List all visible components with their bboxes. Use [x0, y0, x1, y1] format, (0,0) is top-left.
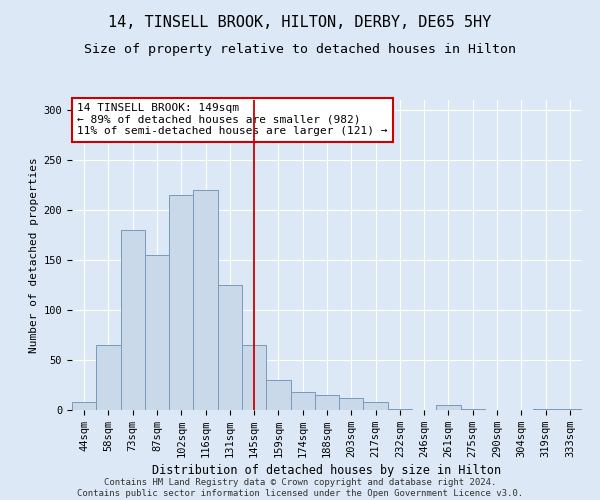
Bar: [121, 230, 145, 410]
Bar: [364, 402, 388, 410]
Bar: [242, 345, 266, 410]
Bar: [145, 255, 169, 410]
Bar: [266, 380, 290, 410]
Bar: [218, 285, 242, 410]
Bar: [461, 409, 485, 410]
Text: 14 TINSELL BROOK: 149sqm
← 89% of detached houses are smaller (982)
11% of semi-: 14 TINSELL BROOK: 149sqm ← 89% of detach…: [77, 103, 388, 136]
Y-axis label: Number of detached properties: Number of detached properties: [29, 157, 40, 353]
Bar: [169, 195, 193, 410]
Bar: [339, 398, 364, 410]
Text: 14, TINSELL BROOK, HILTON, DERBY, DE65 5HY: 14, TINSELL BROOK, HILTON, DERBY, DE65 5…: [109, 15, 491, 30]
Bar: [193, 190, 218, 410]
Text: Size of property relative to detached houses in Hilton: Size of property relative to detached ho…: [84, 42, 516, 56]
Bar: [388, 409, 412, 410]
Text: Contains HM Land Registry data © Crown copyright and database right 2024.
Contai: Contains HM Land Registry data © Crown c…: [77, 478, 523, 498]
Bar: [558, 409, 582, 410]
Bar: [436, 405, 461, 410]
Bar: [96, 345, 121, 410]
Bar: [72, 402, 96, 410]
Bar: [315, 395, 339, 410]
Bar: [290, 392, 315, 410]
X-axis label: Distribution of detached houses by size in Hilton: Distribution of detached houses by size …: [152, 464, 502, 477]
Bar: [533, 409, 558, 410]
